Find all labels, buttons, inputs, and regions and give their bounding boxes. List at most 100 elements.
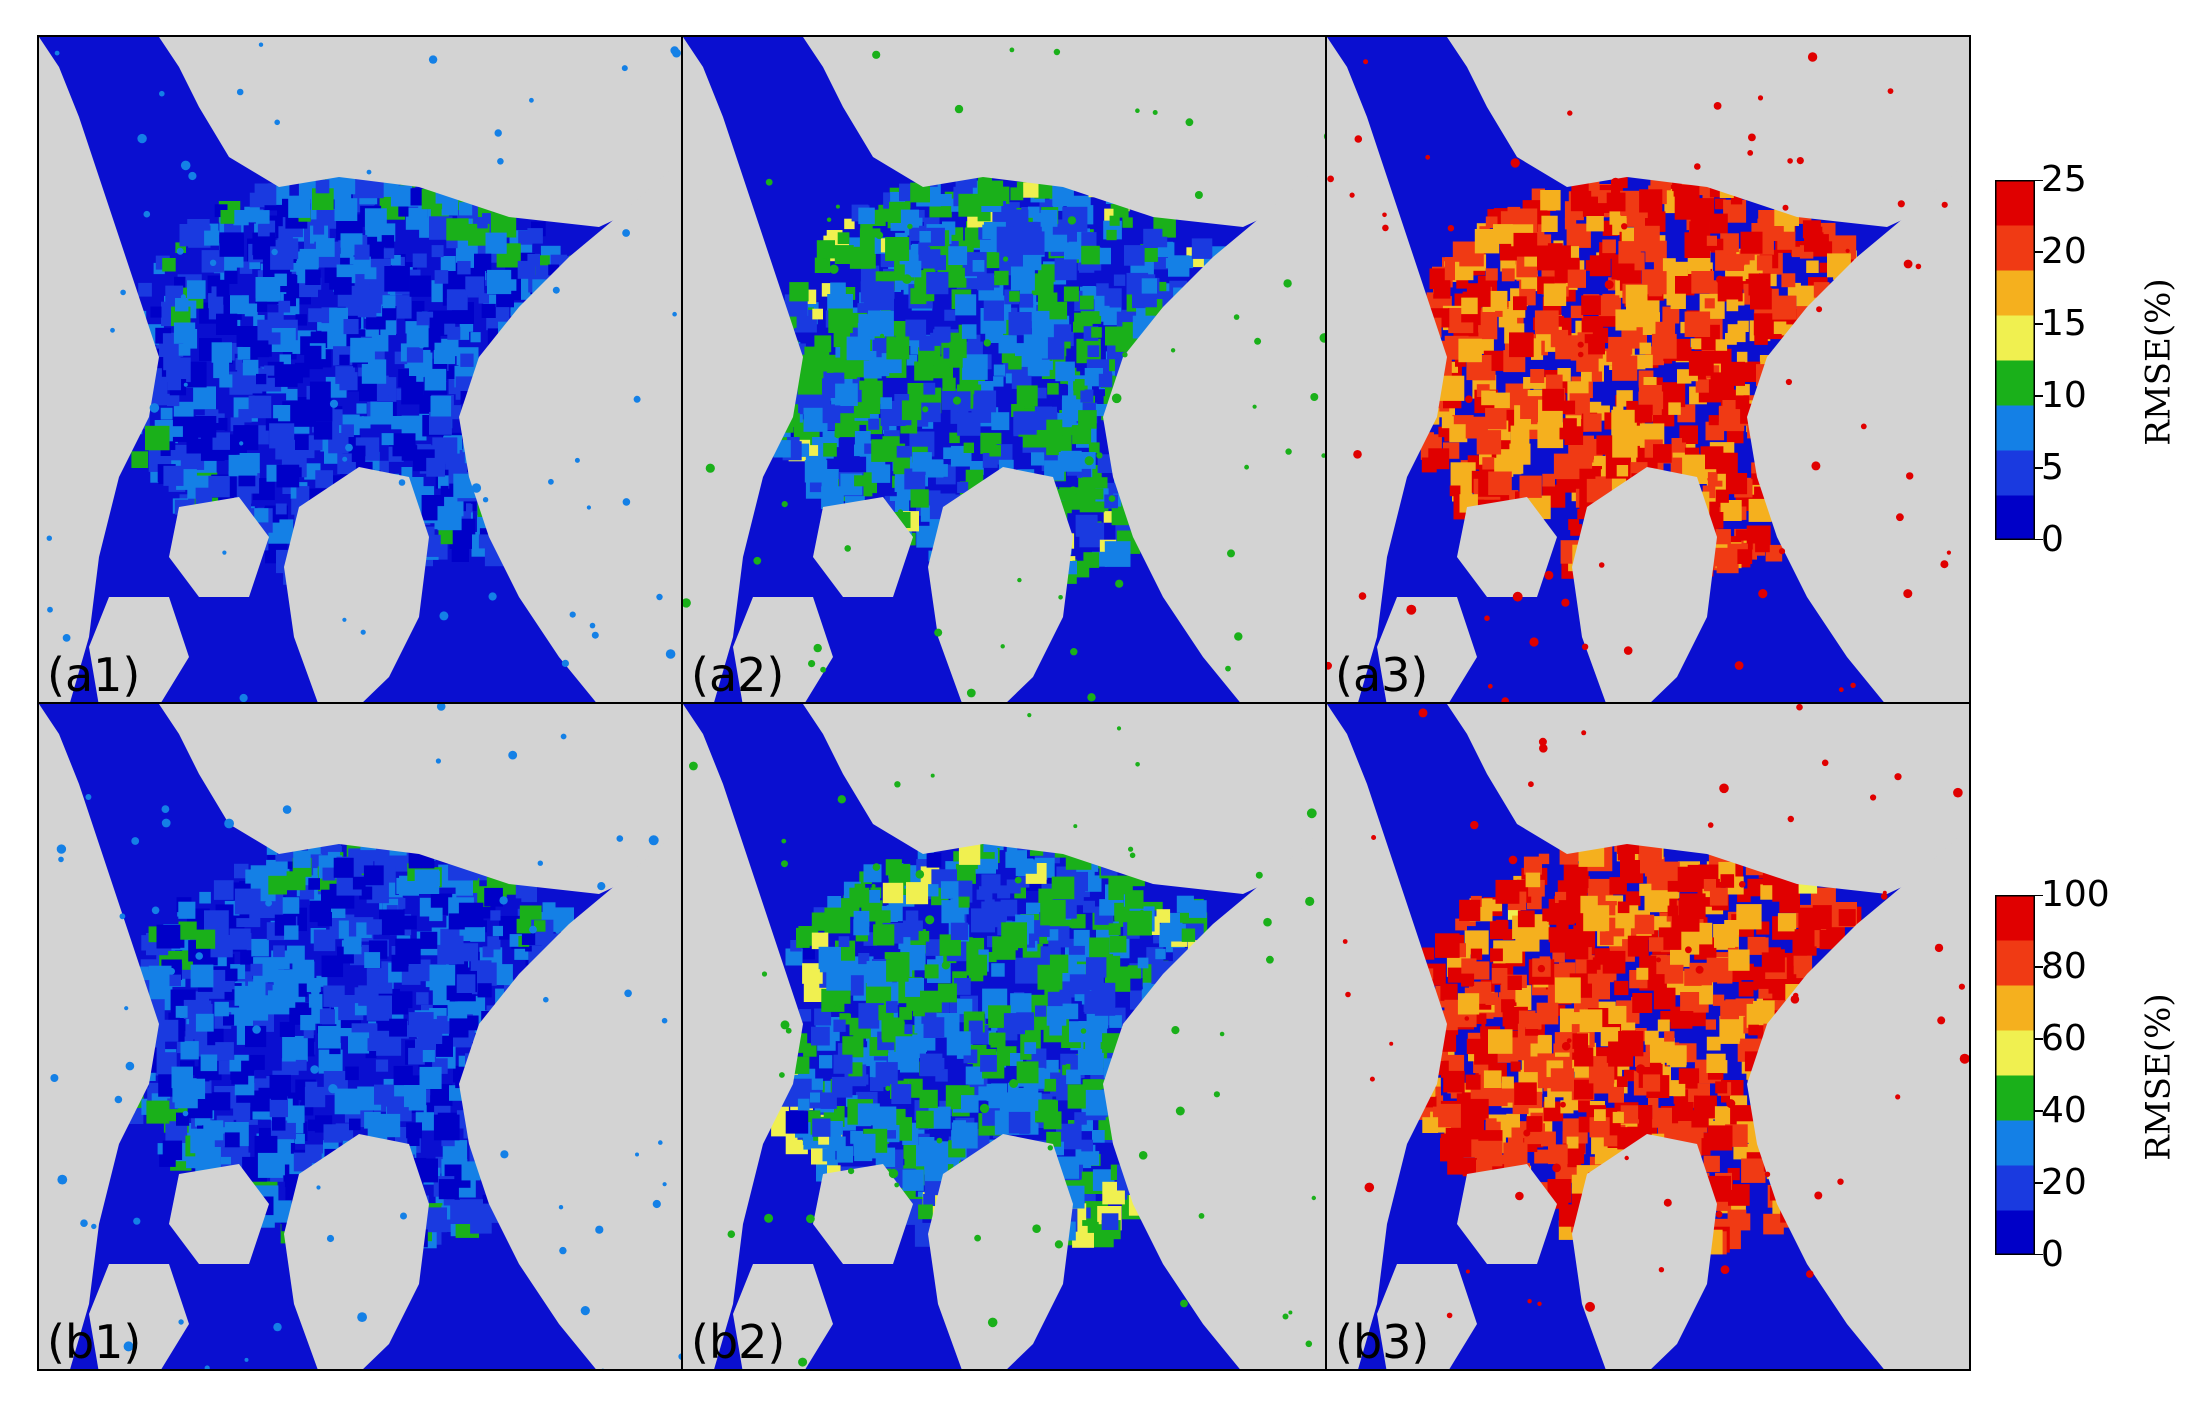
ice-cell (1706, 235, 1717, 246)
ice-cell (403, 915, 417, 930)
ice-cell (877, 281, 895, 299)
ice-cell (295, 314, 307, 326)
ice-cell (1092, 1130, 1105, 1143)
coast-cell (548, 478, 554, 485)
ice-cell (1542, 473, 1555, 487)
panel-label-b1: (b1) (47, 1315, 142, 1369)
coast-cell (1349, 192, 1355, 198)
ice-cell (359, 886, 373, 900)
map-panel-a2: (a2) (681, 35, 1327, 704)
ice-cell (308, 308, 322, 323)
coast-cell (494, 129, 502, 137)
coast-cell (872, 863, 881, 871)
coast-cell (114, 1095, 123, 1104)
ice-cell (797, 370, 822, 395)
coast-cell (1252, 404, 1257, 409)
ice-cell (1510, 425, 1530, 445)
ice-cell (934, 326, 951, 343)
ice-cell (1487, 290, 1508, 311)
ice-cell (233, 210, 249, 226)
ice-cell (1125, 890, 1144, 909)
coast-cell (1135, 762, 1140, 767)
ice-cell (374, 1084, 395, 1105)
ice-cell (208, 475, 230, 498)
ice-cell (920, 990, 942, 1013)
ice-cell (1092, 488, 1104, 500)
ice-cell (940, 881, 959, 899)
ice-cell (233, 425, 259, 451)
coast-cell (1115, 579, 1124, 588)
ice-cell (249, 192, 265, 208)
ice-cell (1737, 320, 1749, 332)
ice-cell (213, 880, 234, 900)
ice-cell (1735, 384, 1750, 398)
ice-cell (278, 226, 293, 241)
map-panel-b1: (b1) (37, 702, 683, 1371)
ice-cell (187, 280, 206, 299)
ice-cell (481, 303, 496, 318)
land (733, 1264, 833, 1369)
ice-cell (1513, 296, 1527, 311)
coast-cell (561, 659, 570, 668)
ice-cell (470, 926, 486, 942)
ice-cell (451, 544, 469, 562)
ice-cell (863, 397, 881, 414)
ice-cell (1052, 184, 1074, 207)
coast-cell (357, 1312, 367, 1322)
ice-cell (438, 475, 452, 489)
coast-cell (1363, 59, 1369, 65)
ice-cell (434, 270, 449, 284)
coast-cell (820, 666, 826, 673)
map-a1 (39, 37, 681, 702)
ice-cell (178, 901, 196, 919)
ice-cell (1542, 388, 1565, 411)
map-panel-b3: (b3) (1325, 702, 1971, 1371)
coast-cell (180, 294, 186, 300)
ice-cell (195, 1013, 214, 1032)
ice-cell (416, 992, 429, 1005)
coast-cell (936, 1137, 943, 1144)
ice-cell (175, 298, 189, 312)
ice-cell (991, 963, 1005, 977)
ice-cell (343, 936, 362, 955)
ice-cell (1127, 965, 1142, 979)
ice-cell (382, 295, 396, 309)
ice-cell (256, 373, 267, 385)
ice-cell (950, 922, 969, 940)
ice-cell (165, 1121, 188, 1143)
ice-cell (904, 468, 926, 490)
ice-cell (156, 924, 181, 949)
coast-cell (161, 805, 170, 813)
ice-cell (419, 1066, 442, 1089)
ice-cell (1010, 187, 1024, 201)
ice-cell (1024, 1042, 1037, 1054)
ice-cell (833, 1019, 846, 1032)
ice-cell (858, 314, 871, 327)
ice-cell (170, 450, 181, 461)
ice-cell (1068, 241, 1079, 252)
coast-cell (1198, 1213, 1205, 1219)
ice-cell (829, 1121, 843, 1135)
coast-cell (1225, 665, 1231, 672)
ice-cell (224, 270, 238, 284)
coast-cell (1263, 917, 1272, 927)
ice-cell (1598, 295, 1620, 317)
coast-cell (282, 805, 292, 814)
ice-cell (1010, 266, 1035, 291)
ice-cell (948, 246, 968, 265)
ice-cell (316, 975, 328, 987)
coast-cell (56, 844, 67, 854)
ice-cell (477, 983, 492, 998)
ice-cell (935, 464, 948, 477)
ice-cell (1645, 300, 1660, 315)
ice-cell (215, 1042, 234, 1061)
coast-cell (569, 611, 576, 618)
ice-cell (812, 308, 823, 320)
coast-cell (826, 217, 832, 222)
ice-cell (131, 451, 149, 468)
ice-cell (367, 1038, 381, 1051)
coast-cell (1047, 1145, 1053, 1151)
ice-cell (902, 1024, 913, 1035)
ice-cell (1652, 460, 1664, 473)
ice-cell (1016, 385, 1038, 407)
